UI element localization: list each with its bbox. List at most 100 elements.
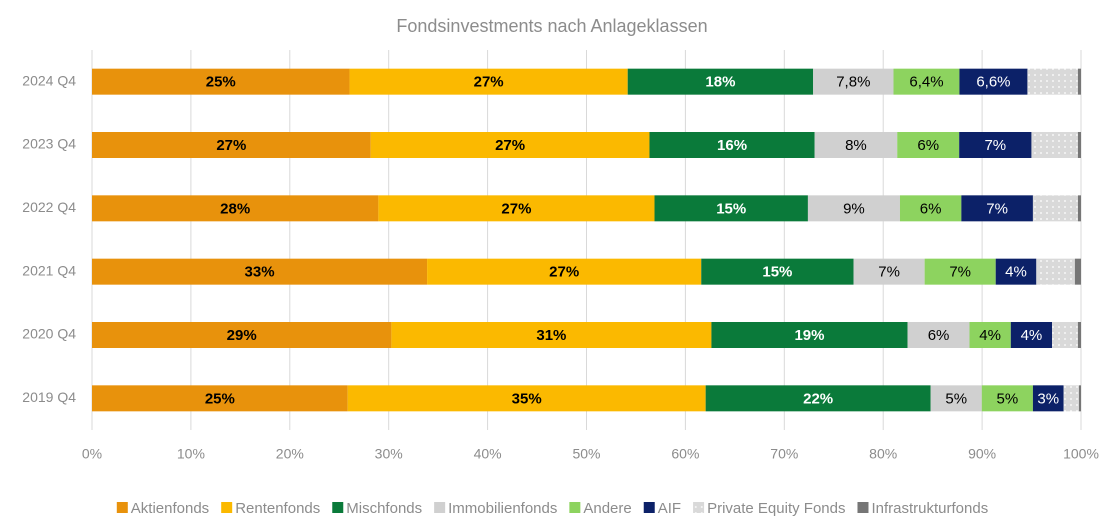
legend-swatch xyxy=(221,502,233,513)
legend-swatch xyxy=(693,502,705,513)
x-tick-label: 50% xyxy=(572,446,600,462)
bar-segment xyxy=(1010,322,1053,348)
bar-segment xyxy=(654,195,808,222)
data-label: 18% xyxy=(705,74,735,91)
legend-label: Private Equity Fonds xyxy=(707,500,845,517)
data-label: 15% xyxy=(716,200,746,217)
y-tick-label: 2021 Q4 xyxy=(22,262,76,278)
data-label: 6% xyxy=(920,200,942,217)
data-label: 27% xyxy=(501,200,531,217)
legend-label: Aktienfonds xyxy=(131,500,209,517)
bar-segment xyxy=(711,322,908,348)
x-tick-label: 100% xyxy=(1063,446,1099,462)
y-tick-label: 2024 Q4 xyxy=(22,72,76,88)
bar-segment xyxy=(370,132,650,158)
bar-segment xyxy=(1077,322,1081,348)
data-label: 7% xyxy=(986,200,1008,217)
bar-segment xyxy=(1074,258,1081,285)
data-label: 27% xyxy=(474,74,504,91)
bar-segment xyxy=(92,132,371,158)
bar-segment xyxy=(649,132,815,158)
x-tick-label: 70% xyxy=(770,446,798,462)
bar-segment xyxy=(1077,195,1081,222)
bar-segment xyxy=(853,258,925,285)
bar-segment xyxy=(347,385,706,412)
bar-segment xyxy=(92,385,348,412)
bar-segment xyxy=(1077,132,1081,158)
legend-label: Mischfonds xyxy=(346,500,422,517)
legend-swatch xyxy=(857,502,869,513)
data-label: 31% xyxy=(536,327,566,344)
chart-title: Fondsinvestments nach Anlageklassen xyxy=(396,16,707,36)
bar-segment xyxy=(1052,322,1078,348)
data-label: 25% xyxy=(206,74,236,91)
legend-label: Rentenfonds xyxy=(235,500,320,517)
data-label: 25% xyxy=(205,390,235,407)
legend-swatch xyxy=(332,502,344,513)
legend-label: Andere xyxy=(583,500,631,517)
legend-swatch xyxy=(116,502,128,513)
bar-segment xyxy=(1027,68,1078,95)
y-tick-label: 2019 Q4 xyxy=(22,389,76,405)
legend-swatch xyxy=(434,502,446,513)
bar-segment xyxy=(701,258,854,285)
y-tick-label: 2022 Q4 xyxy=(22,199,76,215)
data-label: 6% xyxy=(928,327,950,344)
x-tick-label: 30% xyxy=(375,446,403,462)
data-label: 16% xyxy=(717,137,747,154)
legend-swatch xyxy=(643,502,655,513)
bar-segment xyxy=(1032,385,1064,412)
bar-segment xyxy=(981,385,1033,412)
bar-segment xyxy=(893,68,960,95)
data-label: 4% xyxy=(979,327,1001,344)
data-label: 35% xyxy=(512,390,542,407)
data-label: 15% xyxy=(762,264,792,281)
data-label: 6% xyxy=(917,137,939,154)
data-label: 27% xyxy=(216,137,246,154)
bar-segment xyxy=(813,68,894,95)
bar-segment xyxy=(807,195,900,222)
bar-segment xyxy=(959,132,1032,158)
bar-segment xyxy=(1063,385,1079,412)
data-label: 27% xyxy=(495,137,525,154)
bar-segment xyxy=(92,322,392,348)
bar-segment xyxy=(1078,385,1081,412)
bar-segment xyxy=(349,68,628,95)
bar-segment xyxy=(969,322,1011,348)
data-label: 19% xyxy=(794,327,824,344)
x-tick-label: 60% xyxy=(671,446,699,462)
legend-label: Immobilienfonds xyxy=(448,500,557,517)
data-label: 7,8% xyxy=(836,74,870,91)
bar-segment xyxy=(92,258,428,285)
data-label: 22% xyxy=(803,390,833,407)
bar-segment xyxy=(1031,132,1078,158)
legend: Aktienfonds Rentenfonds Mischfonds Immobili… xyxy=(116,500,988,517)
bar-segment xyxy=(627,68,814,95)
data-label: 28% xyxy=(220,200,250,217)
x-tick-label: 90% xyxy=(968,446,996,462)
bar-segment xyxy=(907,322,970,348)
bar-segment xyxy=(427,258,702,285)
x-tick-label: 20% xyxy=(276,446,304,462)
x-tick-label: 0% xyxy=(82,446,102,462)
bar-segment xyxy=(378,195,655,222)
data-label: 3% xyxy=(1037,390,1059,407)
bar-segment xyxy=(995,258,1037,285)
bar-segment xyxy=(897,132,960,158)
bar-segment xyxy=(930,385,982,412)
data-label: 6,4% xyxy=(909,74,943,91)
bar-segment xyxy=(705,385,931,412)
bar-segment xyxy=(961,195,1033,222)
bar-segment xyxy=(92,195,379,222)
data-label: 5% xyxy=(997,390,1019,407)
x-tick-label: 80% xyxy=(869,446,897,462)
bar-segment xyxy=(924,258,996,285)
bar-segment xyxy=(959,68,1028,95)
legend-label: Infrastrukturfonds xyxy=(871,500,988,517)
bar-segment xyxy=(1036,258,1075,285)
bar-segment xyxy=(92,68,350,95)
data-label: 4% xyxy=(1005,264,1027,281)
data-label: 9% xyxy=(843,200,865,217)
data-label: 6,6% xyxy=(976,74,1010,91)
data-label: 4% xyxy=(1021,327,1043,344)
